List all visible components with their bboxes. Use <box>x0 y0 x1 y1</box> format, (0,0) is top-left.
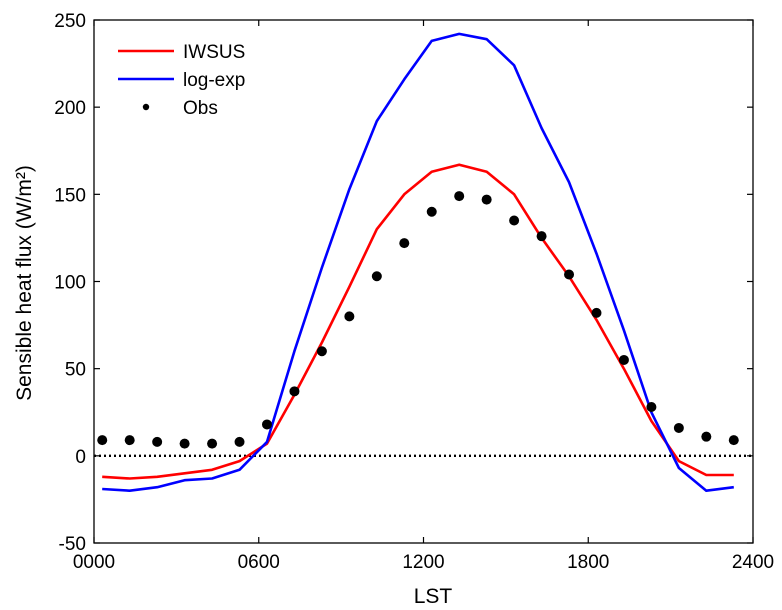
obs-point <box>152 436 163 447</box>
obs-point <box>289 386 300 397</box>
y-tick-label: 0 <box>75 447 86 468</box>
obs-point <box>207 438 218 449</box>
legend-label-obs: Obs <box>183 98 218 119</box>
legend-swatch-obs <box>142 103 150 111</box>
obs-point <box>481 194 492 205</box>
x-tick-label: 1200 <box>402 552 444 573</box>
y-axis-label: Sensible heat flux (W/m²) <box>13 165 36 401</box>
y-tick-label: 150 <box>54 185 86 206</box>
obs-point <box>371 271 382 282</box>
obs-point <box>97 435 108 446</box>
x-tick-label: 0000 <box>73 552 115 573</box>
obs-point <box>509 215 520 226</box>
obs-point <box>234 436 245 447</box>
obs-point <box>399 238 410 249</box>
legend-label-log-exp: log-exp <box>183 70 245 91</box>
y-tick-label: -50 <box>59 534 86 555</box>
series-line-iwsus <box>102 163 734 480</box>
x-tick-label: 0600 <box>238 552 280 573</box>
obs-point <box>728 435 739 446</box>
x-axis-label: LST <box>414 585 453 608</box>
x-tick-label: 2400 <box>732 552 774 573</box>
obs-point <box>564 269 575 280</box>
y-tick-label: 100 <box>54 273 86 294</box>
y-tick-label: 250 <box>54 11 86 32</box>
obs-point <box>673 422 684 433</box>
x-tick-label: 1800 <box>567 552 609 573</box>
obs-point <box>646 402 657 413</box>
legend-label-iwsus: IWSUS <box>183 42 245 63</box>
obs-point <box>261 419 272 430</box>
obs-point <box>426 206 437 217</box>
y-tick-label: 50 <box>65 360 86 381</box>
obs-point <box>701 431 712 442</box>
obs-point <box>179 438 190 449</box>
obs-point <box>454 191 465 202</box>
plot-area: 0000 0600 1200 1800 2400 -50 0 50 100 150 200 250 IW… <box>54 11 774 573</box>
obs-point <box>344 311 355 322</box>
obs-point <box>618 354 629 365</box>
y-tick-label: 200 <box>54 98 86 119</box>
series-line-log-exp <box>102 32 734 493</box>
obs-point <box>316 346 327 357</box>
obs-point <box>536 231 547 242</box>
obs-point <box>124 435 135 446</box>
obs-point <box>591 307 602 318</box>
